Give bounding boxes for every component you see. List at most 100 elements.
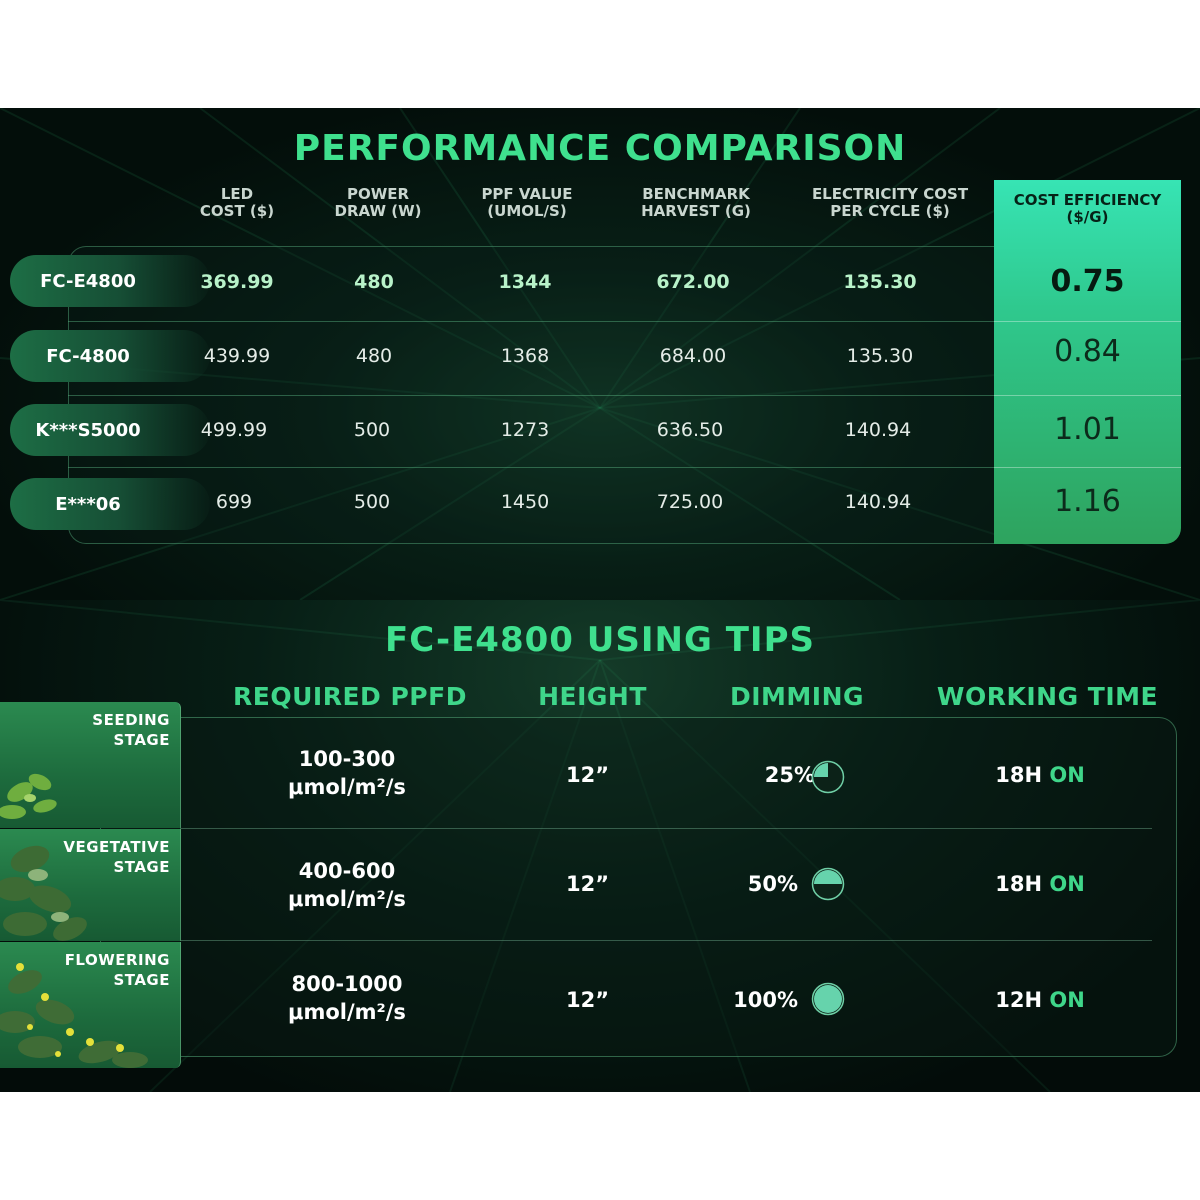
model-pill-exxx06: E***06 xyxy=(10,478,210,530)
stage-label: VEGETATIVE STAGE xyxy=(63,837,170,877)
dimming-value: 50% xyxy=(747,872,798,896)
dimming-gauge-icon xyxy=(811,867,845,901)
working-hours: 12H xyxy=(995,988,1043,1012)
electricity-cost-value: 135.30 xyxy=(843,271,917,293)
col-power-draw-line2: DRAW (W) xyxy=(334,202,422,220)
power-draw-value: 500 xyxy=(353,419,391,441)
tips-row-divider xyxy=(180,828,1152,829)
ppfd-unit: μmol/m²/s xyxy=(288,887,406,911)
height-value: 12” xyxy=(565,872,610,896)
ppf-value: 1273 xyxy=(500,419,550,441)
col-led-cost-line2: COST ($) xyxy=(199,202,275,220)
col-ppf-value-line2: (UMOL/S) xyxy=(487,202,567,220)
col-electricity-cost-line2: PER CYCLE ($) xyxy=(830,202,950,220)
tips-title: FC-E4800 USING TIPS xyxy=(385,620,815,660)
height-value: 12” xyxy=(565,988,610,1012)
power-draw-value: 480 xyxy=(355,345,393,367)
ppfd-value: 100-300 μmol/m²/s xyxy=(247,745,447,801)
row-divider xyxy=(68,321,998,322)
cost-efficiency-value: 1.01 xyxy=(1054,412,1121,447)
working-hours: 18H xyxy=(995,763,1043,787)
dimming-gauge-icon xyxy=(811,982,845,1016)
stage-label-line1: SEEDING xyxy=(92,711,170,729)
col-ppf-value: PPF VALUE (UMOL/S) xyxy=(462,186,592,220)
model-name: E***06 xyxy=(55,493,121,515)
ppfd-unit: μmol/m²/s xyxy=(288,1000,406,1024)
electricity-cost-value: 140.94 xyxy=(844,419,912,441)
led-cost-value: 369.99 xyxy=(200,271,274,293)
harvest-value: 725.00 xyxy=(656,491,724,513)
led-cost-value: 499.99 xyxy=(200,419,268,441)
power-draw-value: 480 xyxy=(354,271,394,293)
row-divider xyxy=(68,395,998,396)
power-draw-value: 500 xyxy=(353,491,391,513)
efficiency-divider xyxy=(994,467,1181,468)
using-tips-panel: FC-E4800 USING TIPS REQUIRED PPFD HEIGHT… xyxy=(0,600,1200,1092)
tips-row-divider xyxy=(180,940,1152,941)
on-label: ON xyxy=(1049,763,1085,787)
performance-comparison-panel: PERFORMANCE COMPARISON LED COST ($) POWE… xyxy=(0,108,1200,600)
stage-tile-vegetative: VEGETATIVE STAGE xyxy=(0,829,181,941)
dimming-value: 25% xyxy=(764,763,815,787)
electricity-cost-value: 140.94 xyxy=(844,491,912,513)
ppf-value: 1450 xyxy=(500,491,550,513)
row-divider xyxy=(68,467,998,468)
ppfd-range: 100-300 xyxy=(298,747,396,771)
cost-efficiency-value: 1.16 xyxy=(1054,484,1121,519)
comparison-title: PERFORMANCE COMPARISON xyxy=(293,128,907,169)
stage-label-line1: FLOWERING xyxy=(64,951,170,969)
cost-efficiency-value: 0.84 xyxy=(1054,334,1121,369)
vegetative-plant-illustration xyxy=(0,845,87,941)
model-name: K***S5000 xyxy=(35,419,141,441)
dimming-value: 100% xyxy=(733,988,798,1012)
model-pill-kxxxs5000: K***S5000 xyxy=(10,404,210,456)
seedling-plant-illustration xyxy=(0,773,57,819)
col-led-cost: LED COST ($) xyxy=(177,186,297,220)
model-name: FC-4800 xyxy=(46,345,130,367)
ppfd-value: 800-1000 μmol/m²/s xyxy=(247,970,447,1026)
working-time-value: 18H ON xyxy=(960,761,1120,789)
col-ppf-value-line1: PPF VALUE xyxy=(481,185,573,203)
col-power-draw-line1: POWER xyxy=(346,185,410,203)
led-cost-value: 699 xyxy=(215,491,253,513)
col-electricity-cost-line1: ELECTRICITY COST xyxy=(811,185,969,203)
working-hours: 18H xyxy=(995,872,1043,896)
cost-efficiency-value: 0.75 xyxy=(1050,264,1125,299)
col-electricity-cost: ELECTRICITY COST PER CYCLE ($) xyxy=(795,186,985,220)
col-power-draw: POWER DRAW (W) xyxy=(318,186,438,220)
ppfd-range: 400-600 xyxy=(298,859,396,883)
model-pill-fc-e4800: FC-E4800 xyxy=(10,255,210,307)
ppf-value: 1368 xyxy=(500,345,550,367)
ppfd-value: 400-600 μmol/m²/s xyxy=(247,857,447,913)
col-benchmark-harvest: BENCHMARK HARVEST (G) xyxy=(626,186,766,220)
dimming-gauge-icon xyxy=(811,760,845,794)
stage-label-line2: STAGE xyxy=(113,971,170,989)
harvest-value: 672.00 xyxy=(656,271,730,293)
stage-tile-seeding: SEEDING STAGE xyxy=(0,702,181,828)
stage-label-line2: STAGE xyxy=(113,731,170,749)
stage-tile-flowering: FLOWERING STAGE xyxy=(0,942,181,1068)
led-cost-value: 439.99 xyxy=(203,345,271,367)
ppf-value: 1344 xyxy=(498,271,552,293)
stage-label: SEEDING STAGE xyxy=(92,710,170,750)
on-label: ON xyxy=(1049,988,1085,1012)
harvest-value: 684.00 xyxy=(659,345,727,367)
tips-table-frame xyxy=(100,717,1177,1057)
on-label: ON xyxy=(1049,872,1085,896)
col-required-ppfd: REQUIRED PPFD xyxy=(233,682,467,711)
col-dimming: DIMMING xyxy=(729,682,865,711)
flowering-plant-illustration xyxy=(0,963,148,1068)
col-cost-efficiency-line2: ($/G) xyxy=(1066,208,1109,226)
col-cost-efficiency: COST EFFICIENCY ($/G) xyxy=(994,192,1181,226)
col-height: HEIGHT xyxy=(538,682,647,711)
ppfd-range: 800-1000 xyxy=(291,972,403,996)
electricity-cost-value: 135.30 xyxy=(846,345,914,367)
col-led-cost-line1: LED xyxy=(220,185,254,203)
col-benchmark-harvest-line2: HARVEST (G) xyxy=(641,202,751,220)
cost-efficiency-column xyxy=(994,180,1181,544)
stage-label-line2: STAGE xyxy=(113,858,170,876)
stage-label: FLOWERING STAGE xyxy=(65,950,170,990)
efficiency-divider xyxy=(994,395,1181,396)
stage-label-line1: VEGETATIVE xyxy=(63,838,170,856)
ppfd-unit: μmol/m²/s xyxy=(288,775,406,799)
